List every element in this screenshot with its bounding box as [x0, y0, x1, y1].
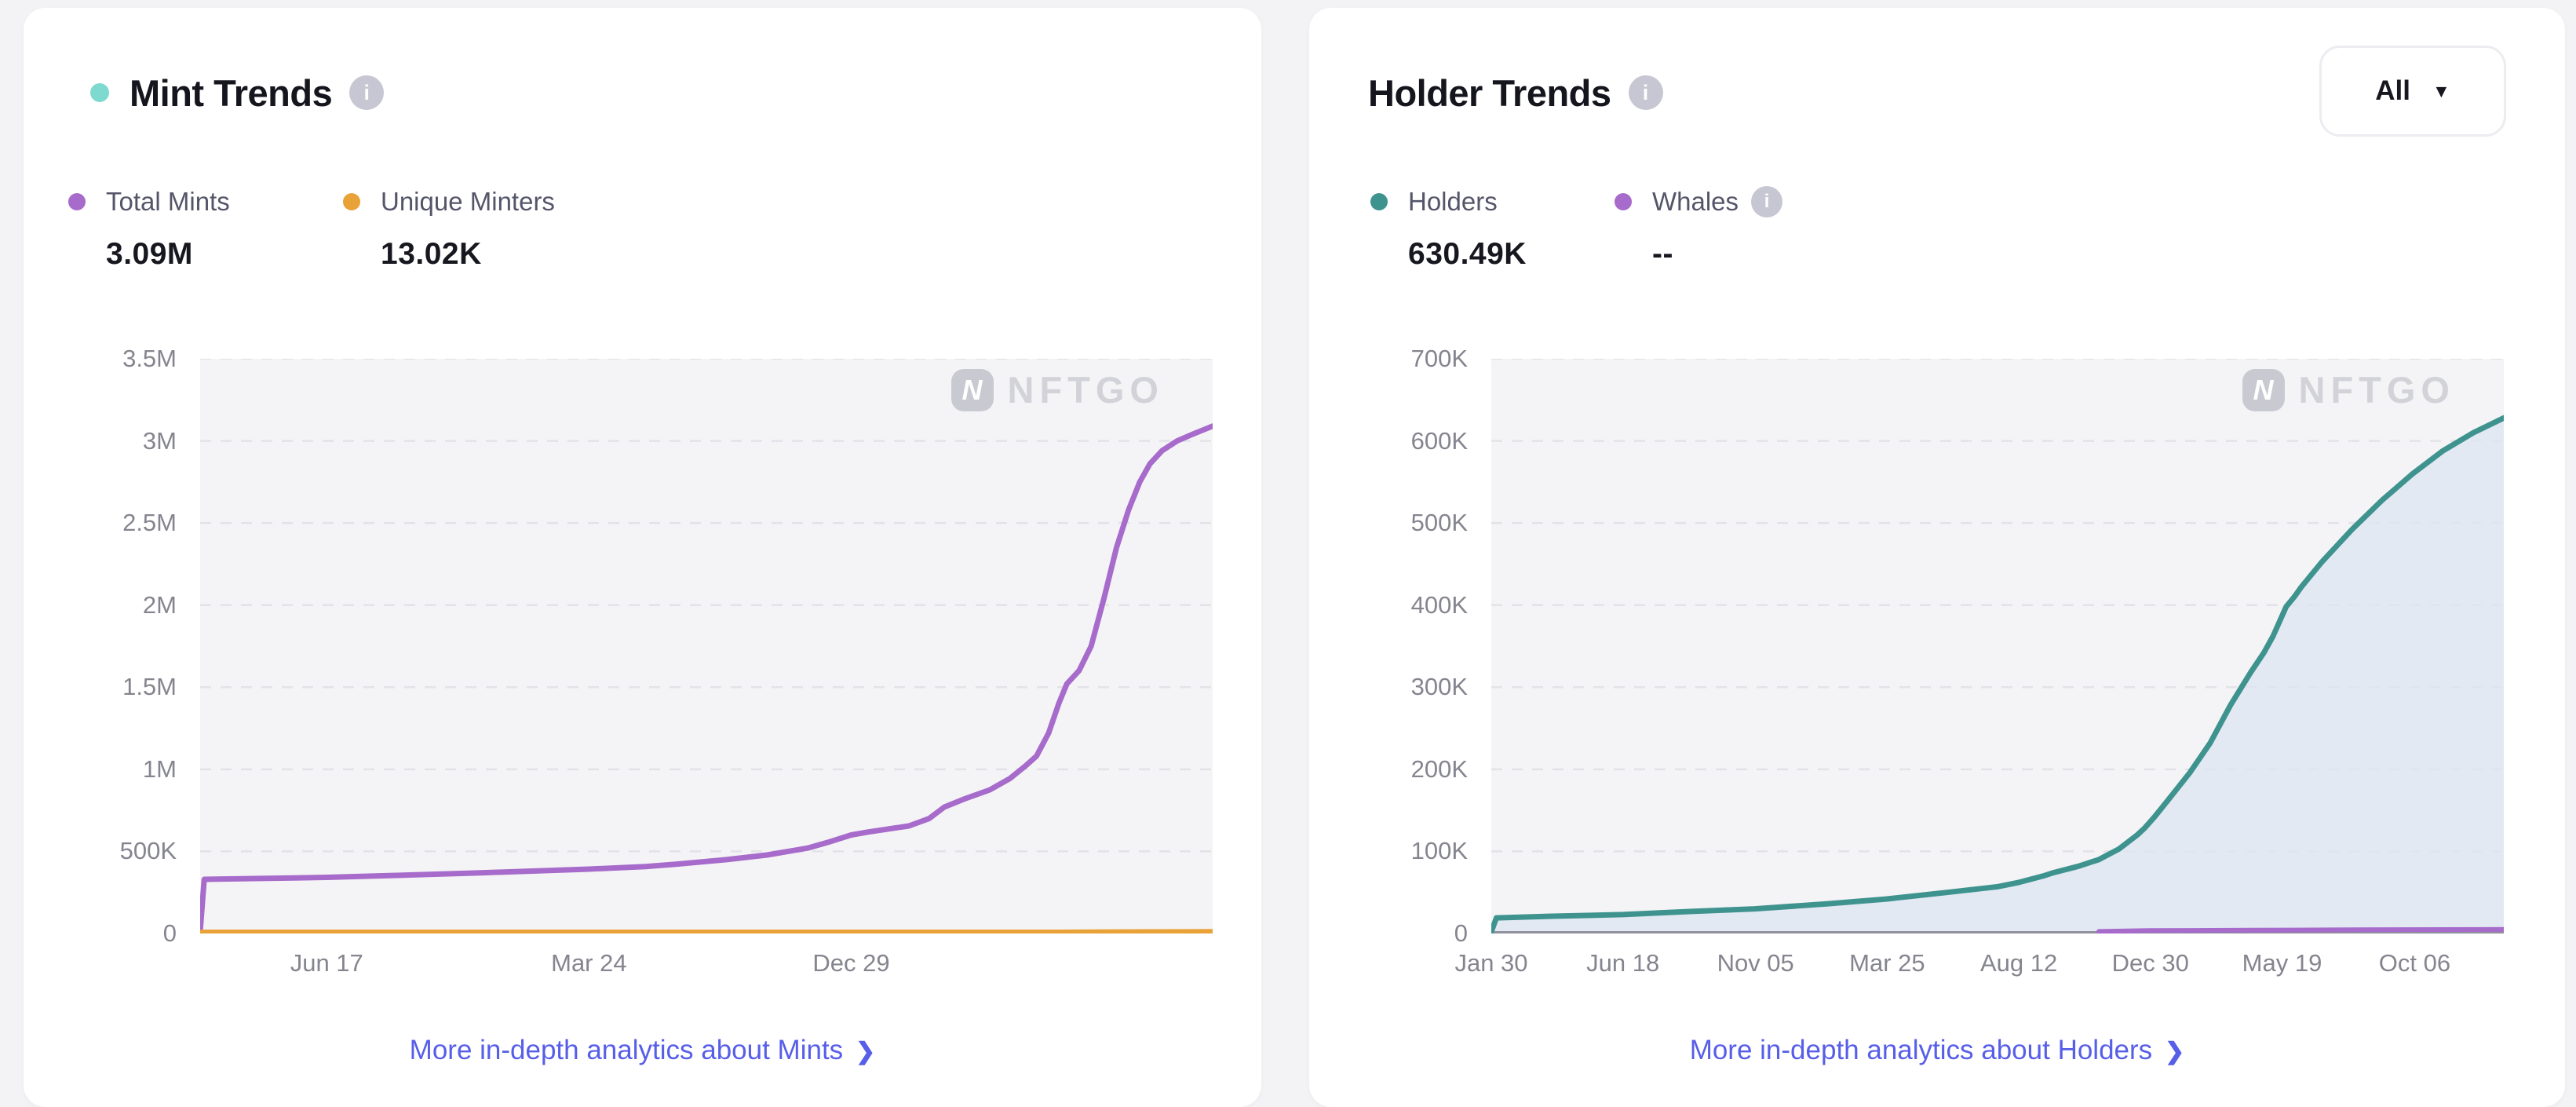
y-tick-label: 500K: [119, 837, 177, 865]
legend-item-total-mints[interactable]: Total Mints 3.09M: [68, 182, 230, 272]
chart-svg: [200, 359, 1213, 933]
chevron-right-icon: ❯: [856, 1039, 876, 1065]
x-tick-label: Jan 30: [1454, 949, 1528, 977]
legend-label: Whales: [1652, 187, 1739, 216]
info-icon[interactable]: i: [1628, 75, 1663, 110]
whales-dot: [1615, 193, 1632, 210]
info-icon[interactable]: i: [349, 75, 385, 110]
holder-trends-chart[interactable]: N NFTGO 0 100K 200K 300K 400K 500K 600K 700K Jan…: [1325, 345, 2519, 996]
y-tick-label: 3M: [142, 426, 177, 455]
y-tick-label: 2M: [142, 590, 177, 619]
y-tick-label: 200K: [1410, 754, 1468, 783]
legend-item-unique-minters[interactable]: Unique Minters 13.02K: [343, 182, 555, 272]
series-unique-minters: [200, 929, 1213, 933]
unique-minters-dot: [343, 193, 360, 210]
mint-trends-header: Mint Trends i: [90, 68, 385, 118]
y-tick-label: 0: [162, 919, 177, 947]
x-tick-label: Mar 24: [551, 949, 627, 977]
mint-accent-dot: [90, 83, 109, 102]
legend-value: 3.09M: [106, 237, 193, 271]
y-tick-label: 400K: [1410, 590, 1468, 619]
y-tick-label: 700K: [1410, 345, 1468, 372]
legend-value: 630.49K: [1408, 237, 1527, 271]
chevron-right-icon: ❯: [2165, 1039, 2185, 1065]
mint-trends-chart[interactable]: N NFTGO 0 500K 1M 1.5M 2M 2.5M 3M 3.5M Jun 17 Mar…: [39, 345, 1228, 996]
total-mints-dot: [68, 193, 86, 210]
series-total-mints: [200, 423, 1213, 933]
more-analytics-holders-link[interactable]: More in-depth analytics about Holders ❯: [1689, 1035, 2185, 1065]
y-tick-label: 300K: [1410, 673, 1468, 701]
x-tick-label: Jun 18: [1586, 949, 1660, 977]
y-tick-label: 1M: [142, 754, 177, 783]
legend-value: 13.02K: [381, 237, 482, 271]
y-tick-label: 0: [1454, 919, 1468, 947]
x-tick-label: Oct 06: [2378, 949, 2451, 977]
y-tick-label: 100K: [1410, 837, 1468, 865]
chart-plot-area[interactable]: N NFTGO: [200, 359, 1213, 933]
x-tick-label: May 19: [2242, 949, 2322, 977]
holder-trends-header: Holder Trends i: [1368, 68, 1663, 118]
y-tick-label: 1.5M: [122, 673, 177, 701]
y-tick-label: 2.5M: [122, 509, 177, 537]
chevron-down-icon: ▼: [2432, 80, 2450, 101]
series-holders: [1491, 415, 2504, 933]
chart-plot-area[interactable]: N NFTGO: [1491, 359, 2504, 933]
area-fill: [1491, 418, 2504, 933]
holders-dot: [1370, 193, 1388, 210]
x-tick-label: Jun 17: [290, 949, 363, 977]
x-tick-label: Dec 30: [2111, 949, 2189, 977]
card-title: Mint Trends: [130, 71, 333, 114]
x-tick-label: Dec 29: [812, 949, 890, 977]
legend-item-whales[interactable]: Whales i --: [1615, 182, 1783, 272]
x-tick-label: Nov 05: [1717, 949, 1794, 977]
legend-label: Total Mints: [106, 187, 230, 216]
series-whales: [2096, 926, 2504, 933]
legend-value: --: [1652, 237, 1673, 271]
y-tick-label: 600K: [1410, 426, 1468, 455]
x-tick-label: Mar 25: [1849, 949, 1925, 977]
card-title: Holder Trends: [1368, 71, 1611, 114]
dropdown-selected-value: All: [2375, 75, 2410, 106]
mint-trends-card: Mint Trends i Total Mints 3.09M Unique M…: [24, 8, 1261, 1107]
y-tick-label: 500K: [1410, 509, 1468, 537]
x-tick-label: Aug 12: [1979, 949, 2058, 977]
more-analytics-mints-link[interactable]: More in-depth analytics about Mints ❯: [409, 1035, 876, 1065]
legend-label: Holders: [1408, 187, 1498, 216]
holder-trends-card: Holder Trends i All ▼ Holders 630.49K Wh…: [1309, 8, 2565, 1107]
time-range-dropdown[interactable]: All ▼: [2319, 46, 2506, 137]
legend-label: Unique Minters: [381, 187, 555, 216]
legend-item-holders[interactable]: Holders 630.49K: [1370, 182, 1527, 272]
chart-svg: [1491, 359, 2504, 933]
y-tick-label: 3.5M: [122, 345, 177, 372]
info-icon[interactable]: i: [1751, 186, 1783, 217]
